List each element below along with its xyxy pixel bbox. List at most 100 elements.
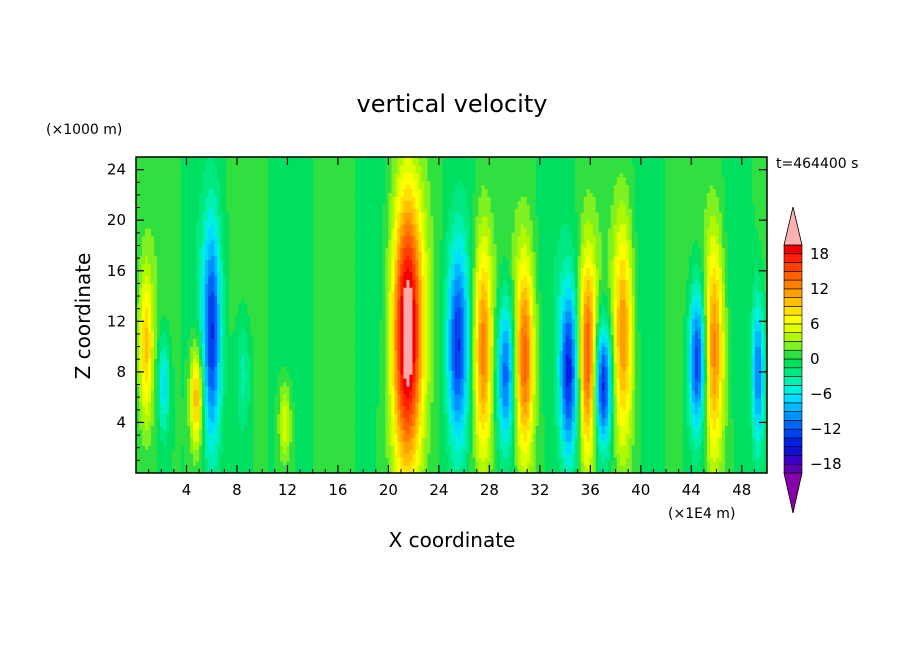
contour-cell — [244, 441, 248, 446]
contour-cell — [703, 417, 708, 423]
contour-cell — [574, 465, 579, 470]
contour-cell — [460, 437, 464, 442]
contour-cell — [700, 457, 705, 462]
contour-cell — [154, 390, 158, 395]
contour-cell — [559, 378, 564, 383]
contour-cell — [700, 453, 705, 458]
contour-cell — [523, 421, 528, 426]
contour-cell — [349, 382, 353, 387]
contour-cell — [145, 421, 149, 426]
contour-cell — [568, 429, 573, 434]
contour-cell — [364, 386, 368, 391]
contour-cell — [589, 465, 594, 470]
contour-cell — [562, 437, 567, 442]
contour-cell — [445, 465, 449, 470]
contour-cell — [187, 413, 191, 419]
contour-cell — [196, 409, 200, 415]
contour-cell — [481, 421, 485, 426]
contour-cell — [376, 394, 380, 399]
contour-cell — [190, 445, 194, 450]
contour-cell — [292, 405, 296, 411]
contour-cell — [487, 445, 491, 450]
contour-cell — [700, 461, 705, 466]
contour-cell — [349, 437, 353, 442]
contour-cell — [235, 390, 239, 395]
contour-cell — [394, 386, 398, 391]
contour-cell — [511, 457, 515, 462]
contour-cell — [622, 421, 627, 426]
contour-cell — [742, 461, 747, 466]
contour-cell — [346, 469, 350, 474]
contour-cell — [235, 394, 239, 399]
contour-cell — [202, 417, 206, 423]
contour-cell — [142, 449, 146, 454]
contour-cell — [190, 378, 194, 383]
contour-cell — [547, 441, 552, 446]
contour-cell — [667, 469, 672, 474]
contour-cell — [478, 421, 482, 426]
contour-cell — [136, 397, 140, 403]
contour-cell — [736, 394, 741, 399]
contour-cell — [475, 413, 479, 419]
contour-cell — [586, 382, 591, 387]
contour-cell — [355, 397, 359, 403]
contour-cell — [463, 378, 467, 383]
contour-cell — [580, 421, 585, 426]
contour-cell — [628, 390, 633, 395]
contour-cell — [136, 421, 140, 426]
contour-cell — [349, 457, 353, 462]
contour-cell — [721, 425, 726, 430]
contour-cell — [481, 397, 485, 403]
contour-cell — [439, 461, 443, 466]
contour-cell — [547, 433, 552, 438]
contour-cell — [568, 465, 573, 470]
contour-cell — [349, 429, 353, 434]
contour-cell — [454, 469, 458, 474]
contour-cell — [406, 378, 410, 383]
contour-cell — [343, 386, 347, 391]
contour-cell — [193, 445, 197, 450]
contour-cell — [190, 461, 194, 466]
contour-cell — [619, 465, 624, 470]
contour-cell — [739, 405, 744, 411]
contour-cell — [436, 457, 440, 462]
contour-cell — [292, 469, 296, 474]
contour-cell — [157, 449, 161, 454]
contour-cell — [397, 413, 401, 419]
contour-cell — [610, 465, 615, 470]
contour-cell — [463, 469, 467, 474]
contour-cell — [583, 390, 588, 395]
contour-cell — [526, 394, 531, 399]
contour-cell — [346, 433, 350, 438]
contour-cell — [556, 441, 561, 446]
contour-cell — [760, 449, 765, 454]
contour-cell — [187, 457, 191, 462]
contour-cell — [346, 445, 350, 450]
contour-cell — [637, 461, 642, 466]
contour-cell — [739, 390, 744, 395]
contour-cell — [658, 469, 663, 474]
contour-cell — [646, 394, 651, 399]
contour-cell — [457, 421, 461, 426]
contour-cell — [208, 441, 212, 446]
contour-cell — [223, 437, 227, 442]
contour-cell — [610, 405, 615, 411]
contour-cell — [559, 465, 564, 470]
contour-cell — [415, 429, 419, 434]
contour-cell — [523, 461, 528, 466]
contour-cell — [526, 441, 531, 446]
contour-cell — [382, 421, 386, 426]
contour-cell — [523, 401, 528, 407]
contour-cell — [724, 390, 729, 395]
contour-cell — [709, 433, 714, 438]
contour-cell — [634, 465, 639, 470]
contour-cell — [764, 453, 768, 458]
contour-cell — [334, 397, 338, 403]
contour-cell — [301, 445, 305, 450]
contour-cell — [640, 425, 645, 430]
contour-cell — [310, 397, 314, 403]
contour-cell — [577, 469, 582, 474]
contour-cell — [661, 429, 666, 434]
contour-cell — [166, 413, 170, 419]
contour-cell — [694, 417, 699, 423]
